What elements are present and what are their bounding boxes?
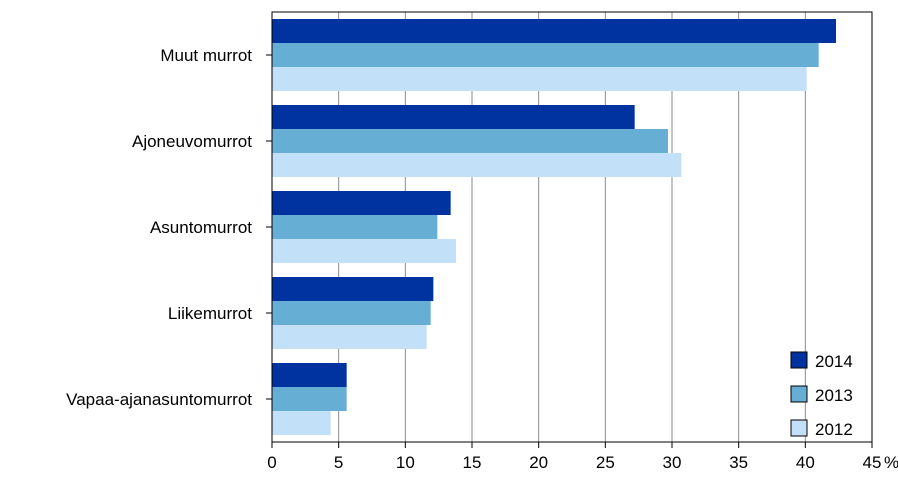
x-tick-label: 30 xyxy=(663,453,682,472)
legend: 2014 2013 2012 xyxy=(790,351,853,439)
bar-2014-0 xyxy=(272,19,836,43)
x-tick-label: 40 xyxy=(796,453,815,472)
bar-2014-3 xyxy=(272,277,434,301)
x-tick-label: 45 xyxy=(863,453,882,472)
x-tick-label: 0 xyxy=(267,453,276,472)
bar-2013-2 xyxy=(272,215,438,239)
bar-2012-4 xyxy=(272,411,331,435)
legend-label-2013: 2013 xyxy=(815,386,853,405)
x-axis-ticks: 0 5 10 15 20 25 30 35 40 45% xyxy=(267,442,898,472)
x-tick-label: 5 xyxy=(334,453,343,472)
category-label: Ajoneuvomurrot xyxy=(132,132,252,151)
x-unit-label: % xyxy=(884,453,898,472)
bar-2014-2 xyxy=(272,191,451,215)
plot-frame xyxy=(271,11,873,443)
x-tick-label: 10 xyxy=(396,453,415,472)
legend-swatch-2012 xyxy=(790,419,808,437)
x-tick-label: 20 xyxy=(529,453,548,472)
bar-2013-3 xyxy=(272,301,431,325)
bars xyxy=(272,19,836,435)
x-tick-label: 25 xyxy=(596,453,615,472)
bar-2012-2 xyxy=(272,239,456,263)
bar-2013-4 xyxy=(272,387,347,411)
bar-2013-0 xyxy=(272,43,819,67)
category-labels: Muut murrot Ajoneuvomurrot Asuntomurrot Lii… xyxy=(66,46,252,409)
bar-2014-4 xyxy=(272,363,347,387)
x-tick-label: 35 xyxy=(729,453,748,472)
x-tick-label: 15 xyxy=(463,453,482,472)
axes xyxy=(266,11,873,443)
bar-2012-0 xyxy=(272,67,807,91)
legend-label-2012: 2012 xyxy=(815,420,853,439)
bar-2013-1 xyxy=(272,129,668,153)
legend-swatch-2013 xyxy=(790,385,808,403)
category-label: Vapaa-ajanasuntomurrot xyxy=(66,390,252,409)
bar-2012-1 xyxy=(272,153,682,177)
category-label: Asuntomurrot xyxy=(150,218,252,237)
category-label: Muut murrot xyxy=(160,46,252,65)
category-label: Liikemurrot xyxy=(168,304,252,323)
legend-label-2014: 2014 xyxy=(815,352,853,371)
bar-2012-3 xyxy=(272,325,427,349)
legend-swatch-2014 xyxy=(790,351,808,369)
bar-2014-1 xyxy=(272,105,635,129)
